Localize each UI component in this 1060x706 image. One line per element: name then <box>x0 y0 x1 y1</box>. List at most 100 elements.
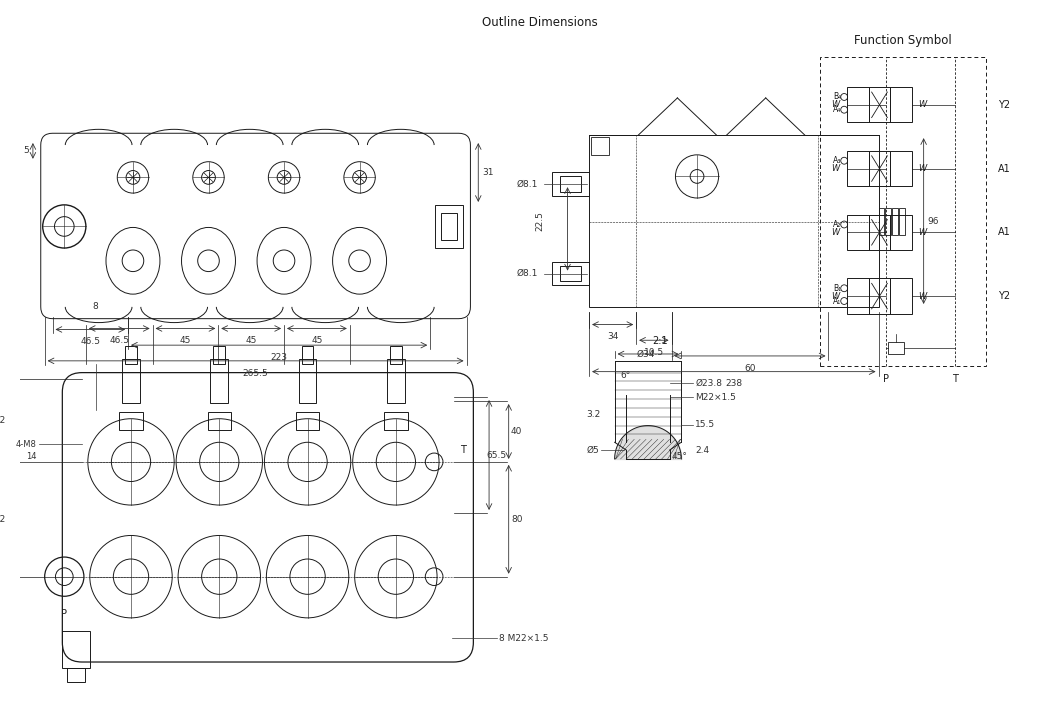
Bar <box>899 208 905 235</box>
Bar <box>122 359 140 403</box>
Bar <box>890 215 912 250</box>
Text: 42: 42 <box>0 417 5 425</box>
Text: A₁: A₁ <box>833 297 842 306</box>
Text: W: W <box>918 164 926 173</box>
Text: 60: 60 <box>744 364 756 373</box>
Bar <box>869 278 890 313</box>
Bar <box>847 215 869 250</box>
Text: Y2: Y2 <box>999 100 1010 110</box>
Text: A₃: A₃ <box>833 156 842 165</box>
Text: 40: 40 <box>511 427 523 436</box>
Bar <box>63 630 90 668</box>
Text: 34: 34 <box>607 333 618 342</box>
Text: 42: 42 <box>0 515 5 524</box>
Text: A₂: A₂ <box>833 220 842 229</box>
Text: 265.5: 265.5 <box>243 369 268 378</box>
Ellipse shape <box>258 227 311 294</box>
Bar <box>67 668 85 681</box>
Text: Ø8.1: Ø8.1 <box>516 180 538 189</box>
Bar <box>560 176 581 192</box>
Bar <box>893 208 898 235</box>
Text: 2.4: 2.4 <box>695 445 709 455</box>
Ellipse shape <box>181 227 235 294</box>
Text: 45°: 45° <box>672 452 687 460</box>
Text: 22.5: 22.5 <box>535 212 544 232</box>
Text: 8 M22×1.5: 8 M22×1.5 <box>499 634 548 643</box>
Text: Ø34: Ø34 <box>637 349 655 359</box>
Text: Y2: Y2 <box>999 291 1010 301</box>
Text: 238: 238 <box>725 380 742 388</box>
Text: A₄: A₄ <box>833 105 842 114</box>
Text: 3.2: 3.2 <box>586 410 601 419</box>
Bar <box>888 342 904 354</box>
FancyBboxPatch shape <box>63 373 474 662</box>
Bar <box>299 359 316 403</box>
Bar <box>589 136 879 307</box>
Text: P: P <box>61 609 67 619</box>
Bar <box>208 412 231 429</box>
Text: 5: 5 <box>23 146 29 155</box>
Text: 4-M8: 4-M8 <box>16 440 37 449</box>
Bar <box>213 346 225 364</box>
Ellipse shape <box>106 227 160 294</box>
Text: W: W <box>831 228 840 237</box>
Bar <box>847 278 869 313</box>
Text: 45: 45 <box>180 336 191 345</box>
Text: 6°: 6° <box>620 371 631 380</box>
Bar <box>591 137 608 155</box>
Bar <box>869 151 890 186</box>
Text: 8: 8 <box>93 302 99 311</box>
Bar <box>819 56 987 366</box>
Text: 46.5: 46.5 <box>81 337 101 347</box>
Bar <box>890 278 912 313</box>
Bar <box>390 346 402 364</box>
Bar <box>560 265 581 282</box>
Bar <box>847 151 869 186</box>
Text: Function Symbol: Function Symbol <box>854 34 952 47</box>
Text: 45: 45 <box>312 336 322 345</box>
Text: A1: A1 <box>999 164 1011 174</box>
Bar <box>441 213 457 240</box>
Text: M22×1.5: M22×1.5 <box>695 393 736 402</box>
Text: Ø8.1: Ø8.1 <box>516 269 538 278</box>
Bar <box>387 359 405 403</box>
Text: Ø5: Ø5 <box>586 445 599 455</box>
Ellipse shape <box>333 227 387 294</box>
Bar <box>885 208 891 235</box>
Text: W: W <box>831 164 840 173</box>
Text: 14: 14 <box>26 453 37 462</box>
Text: W: W <box>918 228 926 237</box>
Bar <box>890 151 912 186</box>
Text: Ø23.8: Ø23.8 <box>695 379 722 388</box>
Bar <box>869 215 890 250</box>
Text: B₁: B₁ <box>833 284 842 293</box>
Text: W: W <box>831 292 840 301</box>
Bar <box>879 208 884 235</box>
Text: 31: 31 <box>482 168 494 177</box>
Text: W: W <box>918 100 926 109</box>
Text: T: T <box>952 374 958 385</box>
Bar <box>890 87 912 122</box>
Text: W: W <box>831 100 840 109</box>
Bar <box>847 87 869 122</box>
Bar <box>119 412 143 429</box>
Text: Outline Dimensions: Outline Dimensions <box>482 16 598 28</box>
Text: 223: 223 <box>270 353 287 362</box>
Bar <box>435 205 462 248</box>
Text: 2:1: 2:1 <box>652 336 668 346</box>
Text: A1: A1 <box>999 227 1011 237</box>
Bar <box>552 172 589 196</box>
Text: 80: 80 <box>511 515 523 524</box>
Text: 15.5: 15.5 <box>695 420 716 429</box>
Text: 65.5: 65.5 <box>487 450 507 460</box>
Text: P: P <box>883 374 889 385</box>
Bar <box>211 359 228 403</box>
Text: T: T <box>460 445 465 455</box>
Text: W: W <box>918 292 926 301</box>
Bar <box>296 412 319 429</box>
Text: 45: 45 <box>246 336 257 345</box>
Text: 10.5: 10.5 <box>643 348 664 357</box>
Bar <box>869 87 890 122</box>
Text: 46.5: 46.5 <box>109 336 129 345</box>
Text: 96: 96 <box>928 217 939 226</box>
